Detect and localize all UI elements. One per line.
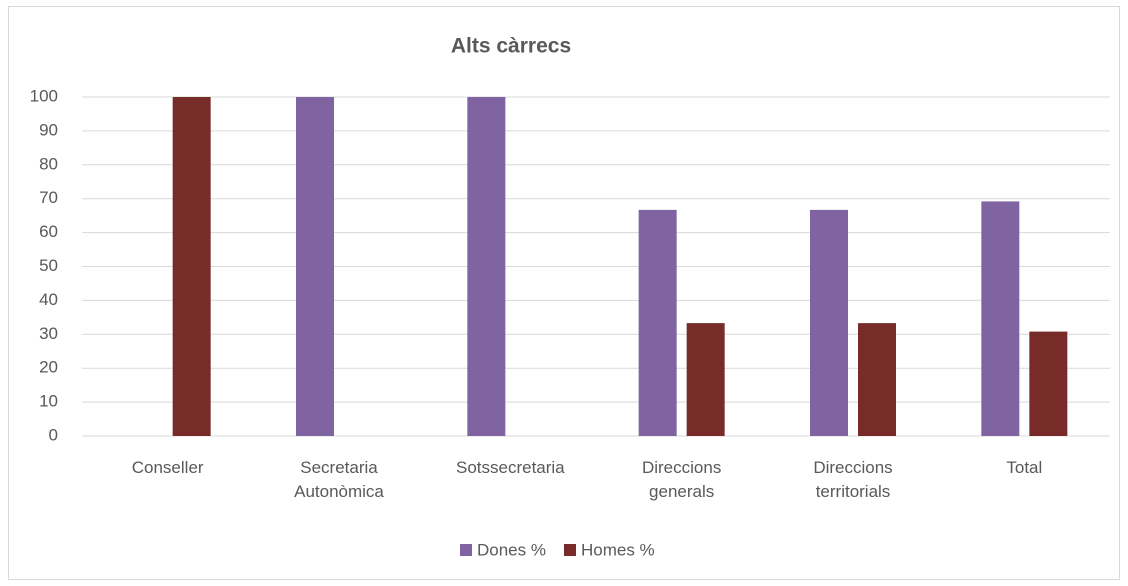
y-tick-label: 50 <box>39 256 58 275</box>
y-tick-label: 100 <box>30 86 58 105</box>
bar <box>1029 331 1068 436</box>
x-tick-label: Direccions generals <box>641 458 722 501</box>
legend-swatch <box>563 544 576 556</box>
bar <box>858 323 896 436</box>
y-tick-label: 80 <box>39 154 58 173</box>
chart-title: Alts càrrecs <box>451 35 571 58</box>
bar <box>296 97 334 436</box>
legend-label: Dones % <box>477 540 546 559</box>
x-tick-label: Sotssecretaria <box>455 458 565 477</box>
x-tick-label: Secretaria Autonòmica <box>294 458 384 501</box>
legend-label: Homes % <box>581 540 655 559</box>
y-tick-label: 90 <box>39 120 58 139</box>
legend-swatch <box>460 544 472 556</box>
x-tick-label: Direccions territorials <box>813 458 893 501</box>
y-tick-label: 70 <box>39 188 58 207</box>
x-tick-label: Total <box>1006 458 1043 477</box>
bar <box>638 209 677 436</box>
bar <box>686 323 725 436</box>
y-tick-label: 60 <box>39 222 58 241</box>
y-tick-label: 10 <box>39 392 58 411</box>
y-tick-label: 30 <box>39 324 58 343</box>
y-tick-label: 20 <box>39 358 58 377</box>
x-tick-label: Conseller <box>131 458 204 477</box>
y-tick-label: 40 <box>39 290 58 309</box>
bar <box>810 209 848 436</box>
bar <box>172 97 211 436</box>
bar <box>467 97 506 436</box>
bar <box>981 201 1020 436</box>
y-tick-label: 0 <box>49 425 58 444</box>
